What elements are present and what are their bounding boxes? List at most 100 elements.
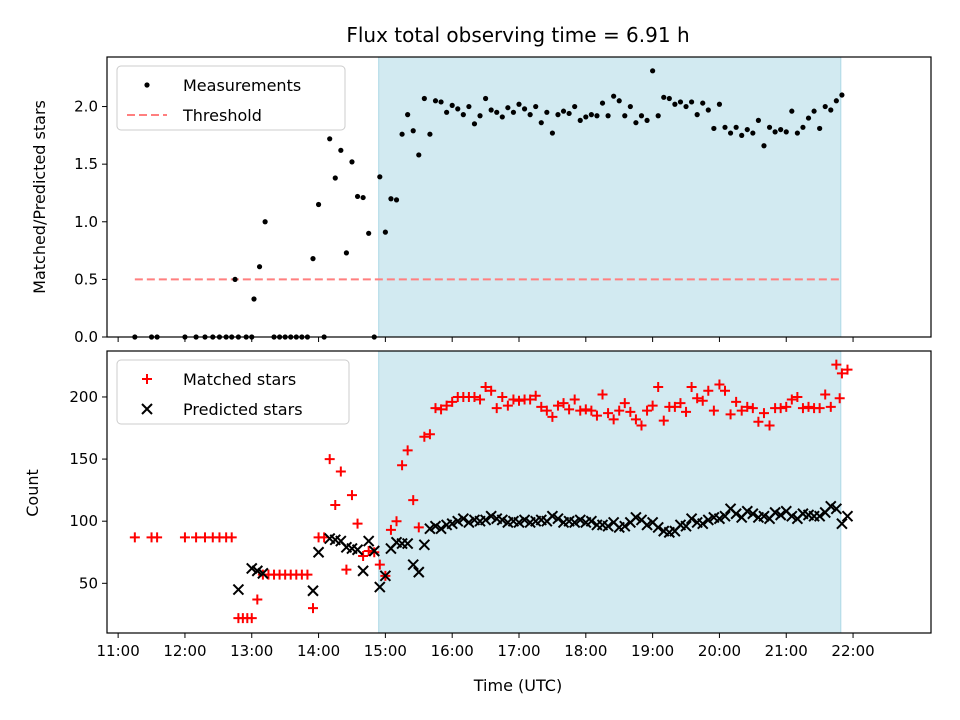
data-point xyxy=(435,522,447,535)
data-point xyxy=(402,445,413,456)
data-point xyxy=(352,518,363,529)
data-point xyxy=(315,201,322,208)
data-point xyxy=(727,130,734,136)
data-point xyxy=(480,382,491,393)
data-point xyxy=(833,98,839,104)
y-tick-label: 200 xyxy=(69,388,98,406)
data-point xyxy=(391,516,402,527)
data-point xyxy=(418,539,431,551)
legend-label: Predicted stars xyxy=(183,400,303,419)
data-point xyxy=(841,510,854,522)
data-point xyxy=(308,603,318,614)
data-point xyxy=(783,129,789,135)
data-point xyxy=(341,564,352,575)
data-point xyxy=(625,406,636,417)
data-point xyxy=(761,143,767,149)
data-point xyxy=(697,517,709,530)
data-point xyxy=(547,411,558,422)
data-point xyxy=(516,101,522,107)
data-point xyxy=(794,130,800,136)
data-point xyxy=(357,565,369,577)
data-point xyxy=(586,405,597,416)
data-point xyxy=(379,570,392,582)
data-point xyxy=(658,415,669,426)
data-point xyxy=(382,229,388,235)
data-point xyxy=(747,508,759,520)
data-point xyxy=(739,132,745,138)
data-point xyxy=(385,524,396,535)
top-ylabel: Matched/Predicted stars xyxy=(30,100,49,294)
y-tick-label: 1.5 xyxy=(74,155,98,173)
data-point xyxy=(792,391,803,402)
data-point xyxy=(813,510,826,522)
data-point xyxy=(753,416,764,427)
data-point xyxy=(602,520,614,532)
x-tick-label: 15:00 xyxy=(364,642,407,660)
data-point xyxy=(599,100,606,106)
data-point xyxy=(705,107,711,113)
data-point xyxy=(366,230,372,236)
data-point xyxy=(552,513,564,525)
data-point xyxy=(834,393,845,404)
y-tick-label: 50 xyxy=(79,574,98,592)
data-point xyxy=(588,112,594,118)
data-point xyxy=(388,196,394,202)
y-tick-label: 150 xyxy=(69,450,98,468)
data-point xyxy=(594,113,600,119)
x-tick-label: 13:00 xyxy=(230,642,273,660)
data-point xyxy=(719,510,731,522)
data-point xyxy=(650,68,656,74)
data-point xyxy=(825,401,836,412)
data-point xyxy=(583,114,589,120)
x-axis-label: Time (UTC) xyxy=(473,676,562,695)
data-point xyxy=(335,466,346,477)
data-point xyxy=(343,250,350,256)
data-point xyxy=(686,382,697,393)
data-point xyxy=(432,98,439,104)
data-point xyxy=(564,404,575,415)
x-tick-label: 12:00 xyxy=(163,642,206,660)
data-point xyxy=(608,414,619,425)
data-point xyxy=(711,125,717,132)
data-point xyxy=(405,112,411,118)
data-point xyxy=(363,546,374,557)
x-tick-label: 21:00 xyxy=(765,642,808,660)
data-point xyxy=(226,532,237,543)
x-tick-label: 11:00 xyxy=(97,642,140,660)
data-point xyxy=(338,147,344,153)
data-point xyxy=(129,532,140,543)
data-point xyxy=(822,103,828,110)
data-point xyxy=(538,120,544,126)
data-point xyxy=(820,389,831,400)
data-point xyxy=(436,404,447,415)
data-point xyxy=(449,102,455,108)
data-point xyxy=(475,394,486,405)
data-point xyxy=(246,613,257,624)
data-point xyxy=(720,385,730,396)
data-point xyxy=(616,98,622,104)
data-point xyxy=(491,403,502,414)
data-point xyxy=(444,109,450,115)
data-point xyxy=(521,106,528,112)
data-point xyxy=(374,581,386,593)
data-point xyxy=(530,390,541,401)
data-point xyxy=(633,120,639,126)
data-point xyxy=(786,394,797,405)
data-point xyxy=(680,520,692,532)
data-point xyxy=(619,398,630,409)
data-point xyxy=(232,583,245,596)
data-point xyxy=(725,409,736,420)
data-point xyxy=(636,420,647,431)
bottom-ylabel: Count xyxy=(23,469,42,517)
data-point xyxy=(252,594,263,605)
data-point xyxy=(360,194,366,201)
data-point xyxy=(731,396,742,407)
data-point xyxy=(730,508,742,520)
legend-label: Measurements xyxy=(183,76,301,95)
x-tick-label: 14:00 xyxy=(297,642,340,660)
legend-label: Matched stars xyxy=(183,370,296,389)
legend: Matched stars Predicted stars xyxy=(116,359,350,425)
data-point xyxy=(781,401,792,412)
x-tick-label: 20:00 xyxy=(698,642,741,660)
